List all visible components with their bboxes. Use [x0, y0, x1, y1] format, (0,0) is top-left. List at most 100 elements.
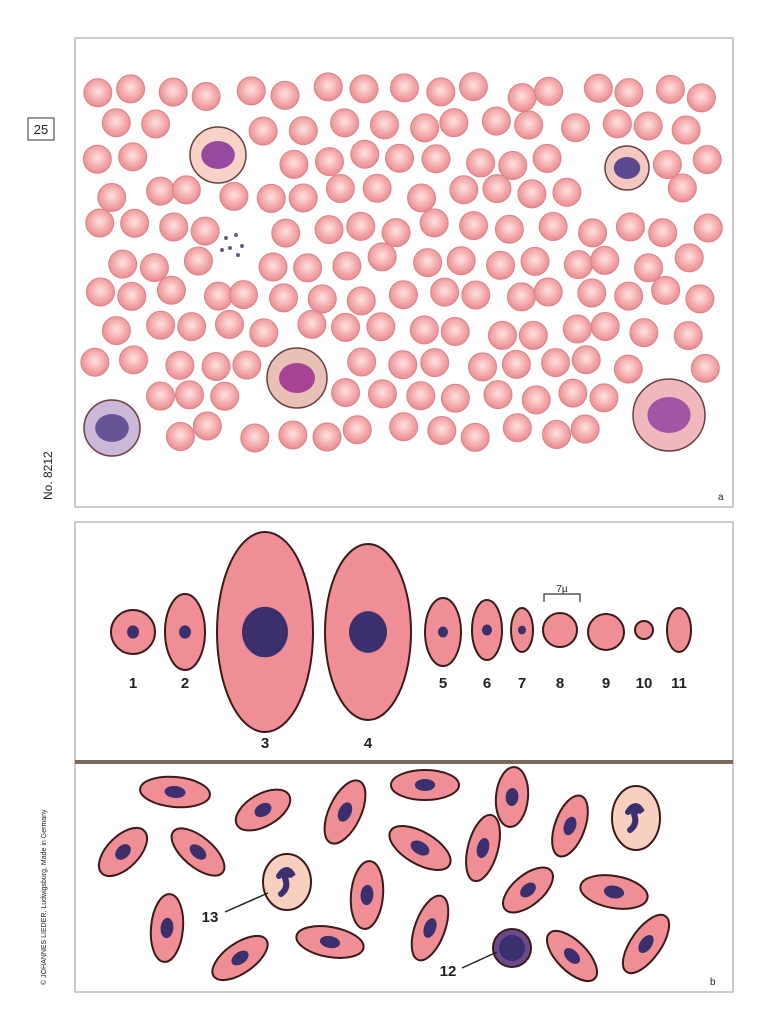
red-cell	[440, 317, 470, 347]
red-cell	[487, 320, 517, 350]
red-cell	[481, 106, 511, 136]
red-cell	[667, 173, 697, 203]
red-cell	[108, 249, 138, 279]
cell-label: 1	[129, 675, 137, 692]
red-cell	[165, 421, 195, 451]
red-cell	[342, 415, 372, 445]
red-cell	[407, 183, 437, 213]
red-cell	[174, 380, 204, 410]
platelet	[234, 233, 238, 237]
platelet	[224, 236, 228, 240]
red-cell	[146, 176, 176, 206]
red-cell	[534, 76, 564, 106]
red-cell	[367, 242, 397, 272]
red-cell	[388, 280, 418, 310]
red-cell	[655, 74, 685, 104]
red-cell	[101, 108, 131, 138]
red-cell	[552, 177, 582, 207]
nucleus	[505, 788, 519, 806]
copyright: © JOHANNES LIEDER, Ludwigsburg, Made in …	[40, 809, 48, 985]
cell-label: 2	[181, 675, 189, 692]
red-cell	[120, 208, 150, 238]
red-cell	[269, 283, 299, 313]
red-cell	[389, 412, 419, 442]
red-cell	[634, 253, 664, 283]
red-cell	[690, 353, 720, 383]
red-cell	[346, 286, 376, 316]
red-cell	[674, 243, 704, 273]
nucleus	[499, 935, 525, 961]
nucleus	[518, 625, 526, 635]
red-cell	[614, 78, 644, 108]
red-cell	[514, 110, 544, 140]
red-cell	[232, 350, 262, 380]
red-cell	[651, 275, 681, 305]
red-cell	[562, 314, 592, 344]
red-cell	[577, 278, 607, 308]
nucleus	[179, 625, 191, 639]
red-cell	[461, 280, 491, 310]
red-cell	[183, 246, 213, 276]
red-cell	[421, 144, 451, 174]
red-cell	[501, 349, 531, 379]
red-cell	[498, 150, 528, 180]
red-cell	[118, 142, 148, 172]
red-cell	[314, 147, 344, 177]
red-cell	[165, 350, 195, 380]
red-cell	[693, 213, 723, 243]
red-cell	[571, 345, 601, 375]
red-cell	[468, 352, 498, 382]
red-cell	[325, 173, 355, 203]
red-cell	[614, 281, 644, 311]
red-cell	[85, 208, 115, 238]
pointer-label: 12	[440, 963, 457, 980]
red-cell	[248, 116, 278, 146]
nucleus	[613, 157, 641, 179]
red-cell	[483, 380, 513, 410]
cell	[634, 620, 654, 640]
nucleus	[647, 397, 691, 433]
nucleus	[231, 950, 249, 966]
nucleus	[414, 779, 436, 791]
red-cell	[686, 83, 716, 113]
cell	[587, 613, 625, 651]
red-cell	[192, 411, 222, 441]
red-cell	[159, 212, 189, 242]
red-cell	[420, 348, 450, 378]
red-cell	[381, 218, 411, 248]
red-cell	[331, 312, 361, 342]
red-cell	[288, 183, 318, 213]
red-cell	[589, 383, 619, 413]
nucleus	[95, 414, 129, 442]
nucleus	[563, 816, 577, 836]
cell-label: 8	[556, 675, 564, 692]
red-cell	[440, 383, 470, 413]
red-cell	[369, 110, 399, 140]
nucleus	[476, 838, 490, 858]
red-cell	[249, 318, 279, 348]
red-cell	[648, 218, 678, 248]
red-cell	[117, 281, 147, 311]
red-cell	[80, 347, 110, 377]
nucleus	[254, 802, 272, 818]
red-cell	[538, 212, 568, 242]
red-cell	[578, 218, 608, 248]
avian-blood	[97, 766, 671, 982]
red-cell	[346, 211, 376, 241]
red-cell	[518, 320, 548, 350]
red-cell	[297, 309, 327, 339]
red-cell	[279, 149, 309, 179]
nucleus	[349, 611, 387, 653]
cell-label: 9	[602, 675, 610, 692]
red-cell	[409, 315, 439, 345]
cell-row: 1 2 3 4 5 6 7 8 9 10 11	[110, 531, 692, 752]
red-cell	[349, 74, 379, 104]
cell-label: 3	[261, 735, 269, 752]
nucleus	[563, 947, 581, 965]
nucleus	[638, 934, 654, 954]
blood-smear	[80, 72, 723, 457]
red-cell	[366, 312, 396, 342]
red-cell	[561, 113, 591, 143]
red-cell	[502, 413, 532, 443]
